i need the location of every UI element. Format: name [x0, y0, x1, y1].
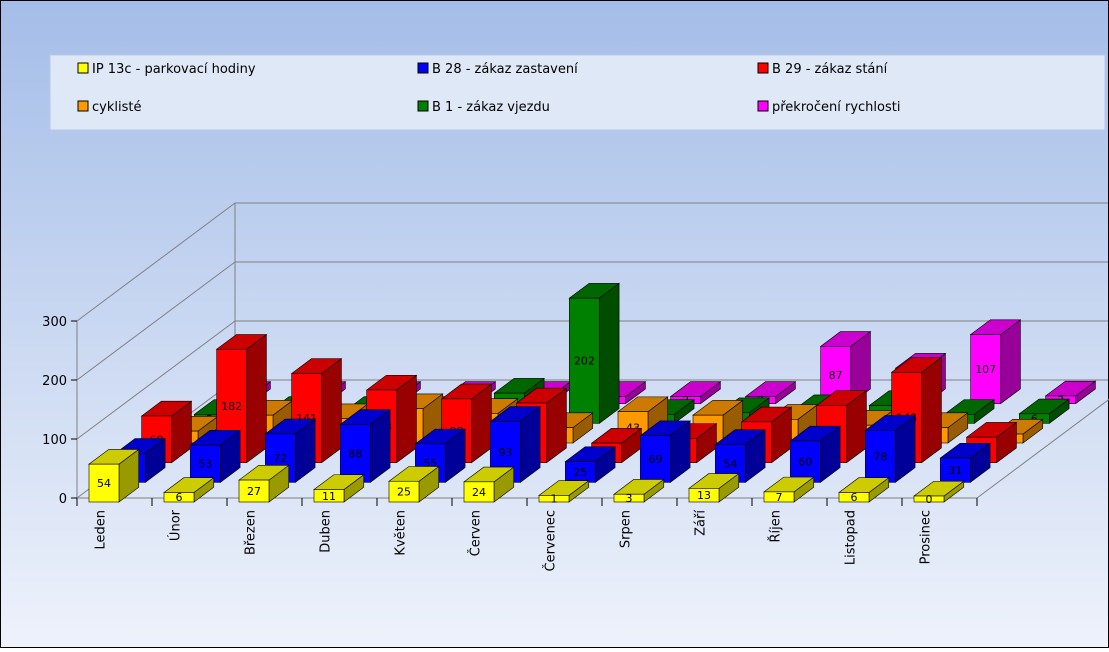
- bar-side: [321, 358, 342, 464]
- legend-swatch: [77, 100, 89, 112]
- value-label: 87: [829, 369, 843, 382]
- value-label: 93: [498, 446, 512, 459]
- bar-side: [246, 333, 267, 464]
- legend-label: překročení rychlosti: [772, 100, 900, 115]
- grid-line: [76, 202, 236, 322]
- y-tick-label: 0: [59, 492, 67, 507]
- y-tick-label: 200: [42, 374, 67, 389]
- value-label: 202: [574, 355, 595, 368]
- value-label: 6: [176, 491, 183, 504]
- value-label: 11: [322, 490, 336, 503]
- x-tick-label: Září: [694, 510, 709, 536]
- legend-box: [49, 54, 1106, 131]
- x-tick-label: Leden: [94, 510, 109, 550]
- value-label: 182: [221, 400, 242, 413]
- value-label: 1: [551, 493, 558, 506]
- bar: [340, 424, 371, 483]
- legend-label: B 29 - zákaz stání: [772, 62, 888, 77]
- bar: [538, 495, 570, 503]
- value-label: 72: [273, 452, 287, 465]
- value-label: 107: [975, 363, 996, 376]
- bar: [688, 488, 720, 503]
- x-tick-label: Srpen: [619, 510, 634, 548]
- legend-swatch: [417, 100, 429, 112]
- value-label: 78: [873, 450, 887, 463]
- value-label: 53: [198, 458, 212, 471]
- legend-swatch: [757, 100, 769, 112]
- bar: [88, 463, 120, 503]
- bar: [569, 297, 600, 424]
- value-label: 7: [776, 491, 783, 504]
- x-tick-label: Březen: [244, 510, 259, 555]
- x-tick-label: Listopad: [844, 510, 859, 565]
- bar: [763, 491, 795, 503]
- value-label: 3: [626, 492, 633, 505]
- bar: [163, 492, 195, 503]
- x-tick-label: Červenec: [543, 510, 559, 572]
- bar-side: [396, 374, 417, 464]
- x-tick-label: Duben: [319, 510, 334, 553]
- bar: [913, 495, 945, 503]
- bar: [940, 457, 971, 483]
- bar: [190, 444, 221, 483]
- bar: [865, 430, 896, 483]
- value-label: 88: [348, 447, 362, 460]
- value-label: 60: [798, 456, 812, 469]
- legend-swatch: [417, 62, 429, 74]
- x-tick-label: Prosinec: [919, 510, 934, 564]
- bar: [388, 480, 420, 503]
- legend-label: IP 13c - parkovací hodiny: [92, 62, 256, 77]
- legend-label: B 28 - zákaz zastavení: [432, 62, 578, 77]
- bar: [838, 492, 870, 503]
- bar: [463, 481, 495, 503]
- bar: [970, 334, 1001, 404]
- x-tick-label: Červen: [468, 510, 484, 556]
- value-label: 13: [697, 489, 711, 502]
- value-label: 25: [397, 486, 411, 499]
- value-label: 69: [648, 453, 662, 466]
- legend-label: B 1 - zákaz vjezdu: [432, 100, 550, 115]
- value-label: 25: [573, 466, 587, 479]
- legend-swatch: [77, 62, 89, 74]
- bar-side: [921, 356, 942, 464]
- value-label: 31: [948, 464, 962, 477]
- x-tick-label: Květen: [394, 510, 409, 556]
- bar: [790, 440, 821, 483]
- bar-side: [599, 282, 620, 424]
- value-label: 54: [723, 457, 737, 470]
- legend-label: cyklisté: [92, 100, 141, 115]
- x-tick-label: Únor: [168, 509, 184, 541]
- x-tick-label: Říjen: [768, 510, 784, 543]
- value-label: 24: [472, 486, 486, 499]
- value-label: 54: [97, 477, 111, 490]
- bar: [613, 493, 645, 503]
- bar: [238, 479, 270, 503]
- legend-swatch: [757, 62, 769, 74]
- bar: [313, 489, 345, 503]
- grid-line: [76, 261, 236, 381]
- value-label: 27: [247, 485, 261, 498]
- value-label: 0: [926, 493, 933, 506]
- grid-line: [76, 320, 236, 440]
- value-label: 6: [851, 491, 858, 504]
- y-tick-label: 300: [42, 315, 67, 330]
- y-tick-label: 100: [42, 433, 67, 448]
